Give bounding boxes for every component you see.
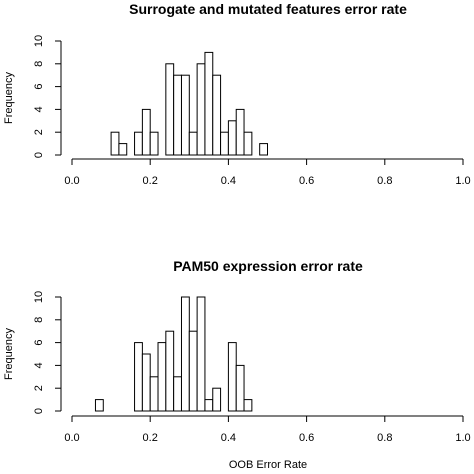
y-tick-label: 8: [33, 317, 45, 323]
histogram-bar: [196, 296, 206, 412]
y-tick-label: 2: [33, 385, 45, 391]
x-tick-label: 0.6: [299, 175, 314, 187]
histogram-bar: [243, 399, 253, 412]
histogram-bar: [196, 63, 206, 156]
y-tick-label: 6: [33, 340, 45, 346]
histogram-bar: [173, 74, 182, 156]
histogram-bar: [165, 63, 175, 156]
histogram-bar: [204, 51, 214, 156]
y-tick-label: 2: [33, 129, 45, 135]
chart-panel-2: PAM50 expression error rate Frequency 0.…: [3, 258, 471, 471]
chart-1-x-axis: 0.0 0.2 0.4 0.6 0.8 1.0: [64, 158, 471, 187]
y-tick-label: 4: [33, 106, 45, 112]
chart-1-y-axis: 0 2 4 6 8 10: [33, 35, 62, 158]
x-tick-label: 0.0: [64, 175, 79, 187]
chart-1-y-axis-label: Frequency: [3, 72, 15, 124]
chart-1-title: Surrogate and mutated features error rat…: [129, 1, 407, 17]
histogram-bar: [149, 131, 159, 156]
histogram-bar: [227, 342, 237, 412]
histogram-bar: [204, 399, 214, 412]
histogram-bar: [94, 399, 104, 412]
x-tick-label: 0.0: [64, 432, 79, 444]
chart-panel-1: Surrogate and mutated features error rat…: [3, 1, 471, 187]
histogram-bar: [157, 342, 167, 412]
histogram-bar: [235, 108, 245, 156]
y-tick-label: 8: [33, 61, 45, 67]
x-tick-label: 0.2: [143, 432, 158, 444]
x-tick-label: 0.2: [143, 175, 158, 187]
histogram-bar: [180, 296, 190, 412]
y-tick-label: 0: [33, 152, 45, 158]
x-tick-label: 0.8: [377, 432, 392, 444]
histogram-bar: [149, 376, 159, 412]
histogram-bar: [134, 342, 143, 412]
chart-1-bars: [110, 51, 268, 156]
histogram-bar: [220, 131, 229, 156]
histogram-bar: [118, 143, 128, 156]
histogram-bar: [110, 131, 120, 156]
histogram-bar: [259, 143, 268, 156]
histogram-bar: [212, 74, 222, 156]
y-tick-label: 10: [33, 35, 45, 47]
chart-2-title: PAM50 expression error rate: [173, 258, 363, 274]
histogram-bar: [243, 131, 253, 156]
histogram-bar: [212, 387, 222, 412]
y-tick-label: 10: [33, 291, 45, 303]
chart-2-bars: [94, 296, 253, 412]
chart-2-x-axis-label: OOB Error Rate: [229, 459, 307, 471]
x-tick-label: 0.8: [377, 175, 392, 187]
histogram-bar: [235, 364, 245, 412]
y-tick-label: 0: [33, 408, 45, 414]
histogram-bar: [173, 376, 182, 412]
x-tick-label: 0.4: [221, 175, 236, 187]
histogram-bar: [188, 330, 198, 412]
histogram-bar: [227, 120, 237, 156]
histogram-bar: [180, 74, 190, 156]
x-tick-label: 0.4: [221, 432, 236, 444]
chart-2-y-axis-label: Frequency: [3, 328, 15, 380]
y-tick-label: 6: [33, 84, 45, 90]
y-tick-label: 4: [33, 362, 45, 368]
histogram-bar: [134, 131, 143, 156]
x-tick-label: 0.6: [299, 432, 314, 444]
histogram-bar: [141, 108, 151, 156]
histogram-bar: [188, 131, 198, 156]
histogram-bar: [141, 353, 151, 412]
x-tick-label: 1.0: [455, 175, 470, 187]
chart-2-x-axis: 0.0 0.2 0.4 0.6 0.8 1.0: [64, 415, 471, 444]
histogram-bar: [165, 330, 175, 412]
x-tick-label: 1.0: [455, 432, 470, 444]
chart-2-y-axis: 0 2 4 6 8 10: [33, 291, 62, 414]
